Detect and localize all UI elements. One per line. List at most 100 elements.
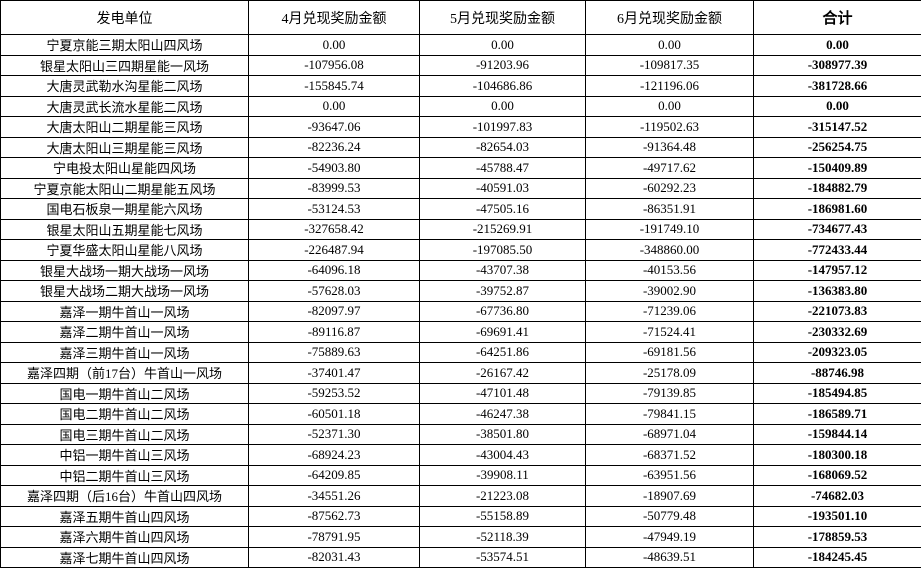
april-amount-cell: 0.00 [248, 34, 420, 56]
unit-cell: 嘉泽七期牛首山四风场 [0, 546, 249, 568]
unit-cell: 国电三期牛首山二风场 [0, 423, 249, 445]
unit-cell: 银星太阳山三四期星能一风场 [0, 54, 249, 76]
april-amount-cell: -68924.23 [248, 444, 420, 466]
unit-cell: 嘉泽四期（前17台）牛首山一风场 [0, 362, 249, 384]
unit-cell: 大唐灵武勒水沟星能二风场 [0, 75, 249, 97]
may-amount-cell: -101997.83 [419, 116, 586, 138]
total-cell: -168069.52 [753, 464, 921, 486]
june-amount-cell: -39002.90 [585, 280, 754, 302]
table-row: 国电二期牛首山二风场 -60501.18 -46247.38 -79841.15 -18… [0, 403, 921, 425]
total-cell: -185494.85 [753, 382, 921, 404]
april-amount-cell: -57628.03 [248, 280, 420, 302]
april-amount-cell: -37401.47 [248, 362, 420, 384]
june-amount-cell: -109817.35 [585, 54, 754, 76]
april-amount-cell: -60501.18 [248, 403, 420, 425]
total-cell: -180300.18 [753, 444, 921, 466]
total-cell: -772433.44 [753, 239, 921, 261]
unit-cell: 嘉泽四期（后16台）牛首山四风场 [0, 485, 249, 507]
april-amount-cell: -52371.30 [248, 423, 420, 445]
unit-cell: 大唐太阳山二期星能三风场 [0, 116, 249, 138]
header-june-reward: 6月兑现奖励金额 [585, 0, 754, 35]
total-cell: -159844.14 [753, 423, 921, 445]
table-row: 嘉泽四期（前17台）牛首山一风场 -37401.47 -26167.42 -25178… [0, 362, 921, 384]
total-cell: 0.00 [753, 34, 921, 56]
may-amount-cell: -55158.89 [419, 505, 586, 527]
april-amount-cell: -64096.18 [248, 259, 420, 281]
table-row: 国电石板泉一期星能六风场 -53124.53 -47505.16 -86351.91-… [0, 198, 921, 220]
table-row: 银星大战场一期大战场一风场 -64096.18 -43707.38 -40153.56… [0, 259, 921, 281]
may-amount-cell: -69691.41 [419, 321, 586, 343]
unit-cell: 中铝一期牛首山三风场 [0, 444, 249, 466]
april-amount-cell: -34551.26 [248, 485, 420, 507]
june-amount-cell: -63951.56 [585, 464, 754, 486]
total-cell: -230332.69 [753, 321, 921, 343]
june-amount-cell: 0.00 [585, 95, 754, 117]
table-row: 银星大战场二期大战场一风场 -57628.03 -39752.87 -39002.90… [0, 280, 921, 302]
unit-cell: 嘉泽一期牛首山一风场 [0, 300, 249, 322]
total-cell: -193501.10 [753, 505, 921, 527]
june-amount-cell: -79841.15 [585, 403, 754, 425]
may-amount-cell: 0.00 [419, 95, 586, 117]
header-may-reward: 5月兑现奖励金额 [419, 0, 586, 35]
may-amount-cell: -45788.47 [419, 157, 586, 179]
table-body: 宁夏京能三期太阳山四风场 0.00 0.00 0.00 0.00 银星太阳山三四期星能一风… [0, 34, 921, 568]
june-amount-cell: -191749.10 [585, 218, 754, 240]
june-amount-cell: -86351.91 [585, 198, 754, 220]
header-row: 发电单位 4月兑现奖励金额 5月兑现奖励金额 6月兑现奖励金额 合计 [0, 0, 921, 35]
table-row: 嘉泽七期牛首山四风场 -82031.43 -53574.51 -48639.51 -18… [0, 546, 921, 568]
april-amount-cell: -82097.97 [248, 300, 420, 322]
table-row: 银星太阳山三四期星能一风场 -107956.08 -91203.96 -109817.… [0, 54, 921, 76]
june-amount-cell: -47949.19 [585, 526, 754, 548]
total-cell: -150409.89 [753, 157, 921, 179]
table-row: 中铝一期牛首山三风场 -68924.23 -43004.43 -68371.52 -18… [0, 444, 921, 466]
may-amount-cell: -26167.42 [419, 362, 586, 384]
total-cell: -256254.75 [753, 136, 921, 158]
june-amount-cell: -18907.69 [585, 485, 754, 507]
total-cell: -209323.05 [753, 341, 921, 363]
unit-cell: 银星大战场一期大战场一风场 [0, 259, 249, 281]
june-amount-cell: -68371.52 [585, 444, 754, 466]
total-cell: -184245.45 [753, 546, 921, 568]
may-amount-cell: -82654.03 [419, 136, 586, 158]
table-row: 宁电投太阳山星能四风场 -54903.80 -45788.47 -49717.62 -1… [0, 157, 921, 179]
may-amount-cell: -40591.03 [419, 177, 586, 199]
total-cell: -315147.52 [753, 116, 921, 138]
unit-cell: 国电一期牛首山二风场 [0, 382, 249, 404]
table-row: 嘉泽四期（后16台）牛首山四风场 -34551.26 -21223.08 -18907… [0, 485, 921, 507]
may-amount-cell: -46247.38 [419, 403, 586, 425]
total-cell: -186589.71 [753, 403, 921, 425]
unit-cell: 嘉泽六期牛首山四风场 [0, 526, 249, 548]
table-row: 嘉泽五期牛首山四风场 -87562.73 -55158.89 -50779.48 -19… [0, 505, 921, 527]
unit-cell: 嘉泽二期牛首山一风场 [0, 321, 249, 343]
may-amount-cell: -39908.11 [419, 464, 586, 486]
april-amount-cell: -59253.52 [248, 382, 420, 404]
total-cell: -147957.12 [753, 259, 921, 281]
april-amount-cell: -155845.74 [248, 75, 420, 97]
june-amount-cell: -79139.85 [585, 382, 754, 404]
unit-cell: 大唐太阳山三期星能三风场 [0, 136, 249, 158]
may-amount-cell: -52118.39 [419, 526, 586, 548]
june-amount-cell: -48639.51 [585, 546, 754, 568]
total-cell: -186981.60 [753, 198, 921, 220]
total-cell: -221073.83 [753, 300, 921, 322]
april-amount-cell: -53124.53 [248, 198, 420, 220]
unit-cell: 宁夏京能太阳山二期星能五风场 [0, 177, 249, 199]
unit-cell: 银星太阳山五期星能七风场 [0, 218, 249, 240]
table-row: 嘉泽一期牛首山一风场 -82097.97 -67736.80 -71239.06 -22… [0, 300, 921, 322]
june-amount-cell: -60292.23 [585, 177, 754, 199]
april-amount-cell: -89116.87 [248, 321, 420, 343]
total-cell: -136383.80 [753, 280, 921, 302]
may-amount-cell: -197085.50 [419, 239, 586, 261]
april-amount-cell: -93647.06 [248, 116, 420, 138]
april-amount-cell: -226487.94 [248, 239, 420, 261]
table-row: 嘉泽三期牛首山一风场 -75889.63 -64251.86 -69181.56 -20… [0, 341, 921, 363]
may-amount-cell: -67736.80 [419, 300, 586, 322]
unit-cell: 宁夏华盛太阳山星能八风场 [0, 239, 249, 261]
june-amount-cell: -68971.04 [585, 423, 754, 445]
table-row: 宁夏京能三期太阳山四风场 0.00 0.00 0.00 0.00 [0, 34, 921, 56]
april-amount-cell: -87562.73 [248, 505, 420, 527]
header-april-reward: 4月兑现奖励金额 [248, 0, 420, 35]
unit-cell: 国电石板泉一期星能六风场 [0, 198, 249, 220]
